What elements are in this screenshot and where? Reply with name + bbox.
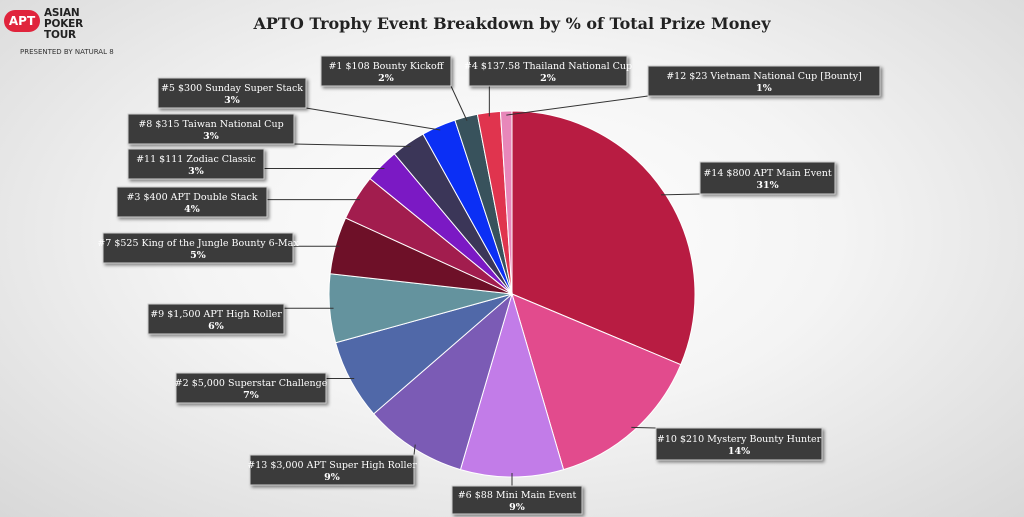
callout-box xyxy=(655,427,823,461)
slice-label: #13 $3,000 APT Super High Roller xyxy=(247,460,417,471)
slice-percent-label: 5% xyxy=(190,250,206,261)
callout-box xyxy=(647,65,881,97)
slice-percent-label: 9% xyxy=(324,472,340,483)
slice-percent-label: 3% xyxy=(224,95,240,106)
callout-box xyxy=(451,485,583,515)
callout-leader-lines xyxy=(264,85,701,486)
callout-box xyxy=(249,454,415,486)
slice-percent-label: 3% xyxy=(203,131,219,142)
slice-label: #11 $111 Zodiac Classic xyxy=(136,154,256,165)
apt-logo: APT ASIAN POKER TOUR PRESENTED BY NATURA… xyxy=(4,6,114,60)
slice-label: #1 $108 Bounty Kickoff xyxy=(328,61,444,72)
logo-sponsor-line: PRESENTED BY NATURAL 8 xyxy=(20,48,114,56)
slice-percent-label: 3% xyxy=(188,166,204,177)
slice-percent-label: 9% xyxy=(509,502,525,513)
pie-slice-10-210-mystery-bounty-hunter xyxy=(511,293,682,471)
apt-badge: APT xyxy=(4,10,40,32)
callout-box xyxy=(699,161,836,195)
pie-slice-12-23-vietnam-national-cup-bounty xyxy=(499,110,513,295)
slice-label: #9 $1,500 APT High Roller xyxy=(150,309,282,320)
callout-box xyxy=(127,113,295,145)
callout-box xyxy=(102,232,294,264)
slice-label: #2 $5,000 Superstar Challenge xyxy=(175,378,328,389)
leader-line-8-315-taiwan-national-cup xyxy=(293,143,411,148)
slice-percent-label: 14% xyxy=(728,446,750,457)
pie-slices xyxy=(328,110,696,478)
leader-line-10-210-mystery-bounty-hunter xyxy=(631,426,657,429)
slice-percent-label: 1% xyxy=(756,83,772,94)
slice-percent-label: 31% xyxy=(756,180,778,191)
slice-label: #5 $300 Sunday Super Stack xyxy=(161,83,303,94)
leader-line-5-300-sunday-super-stack xyxy=(305,107,441,131)
slice-label: #8 $315 Taiwan National Cup xyxy=(138,119,283,130)
leader-line-13-3-000-apt-super-high-roller xyxy=(413,444,416,456)
pie-slice-14-800-apt-main-event xyxy=(511,110,696,366)
chart-title: APTO Trophy Event Breakdown by % of Tota… xyxy=(253,14,771,33)
callout-box xyxy=(468,55,628,87)
slice-percent-label: 7% xyxy=(243,390,259,401)
callout-box xyxy=(116,186,268,218)
slice-label: #3 $400 APT Double Stack xyxy=(126,192,257,203)
callout-7-525-king-of-the-jungle-bounty-6-max: #7 $525 King of the Jungle Bounty 6-Max5… xyxy=(97,232,299,264)
slice-label: #10 $210 Mystery Bounty Hunter xyxy=(657,434,822,445)
callout-box xyxy=(147,303,285,335)
logo-wordmark: ASIAN POKER TOUR xyxy=(44,7,84,41)
slice-percent-label: 2% xyxy=(378,73,394,84)
slice-label: #14 $800 APT Main Event xyxy=(703,168,831,179)
slice-percent-label: 6% xyxy=(208,321,224,332)
leader-line-1-108-bounty-kickoff xyxy=(450,85,468,121)
pie-slice-13-3-000-apt-super-high-roller xyxy=(372,292,513,471)
leader-line-12-23-vietnam-national-cup-bounty xyxy=(506,95,649,116)
slice-label: #7 $525 King of the Jungle Bounty 6-Max xyxy=(97,238,299,249)
slice-label: #4 $137.58 Thailand National Cup xyxy=(464,61,632,72)
slice-percent-label: 2% xyxy=(540,73,556,84)
callout-box xyxy=(127,148,265,180)
leader-line-14-800-apt-main-event xyxy=(661,193,701,196)
callout-box xyxy=(157,77,307,109)
slice-label: #12 $23 Vietnam National Cup [Bounty] xyxy=(666,71,862,82)
slice-label: #6 $88 Mini Main Event xyxy=(458,490,577,501)
callout-box xyxy=(175,372,327,404)
slice-percent-label: 4% xyxy=(184,204,200,215)
callout-12-23-vietnam-national-cup-bounty: #12 $23 Vietnam National Cup [Bounty]1% xyxy=(647,65,881,97)
callout-box xyxy=(320,55,452,87)
